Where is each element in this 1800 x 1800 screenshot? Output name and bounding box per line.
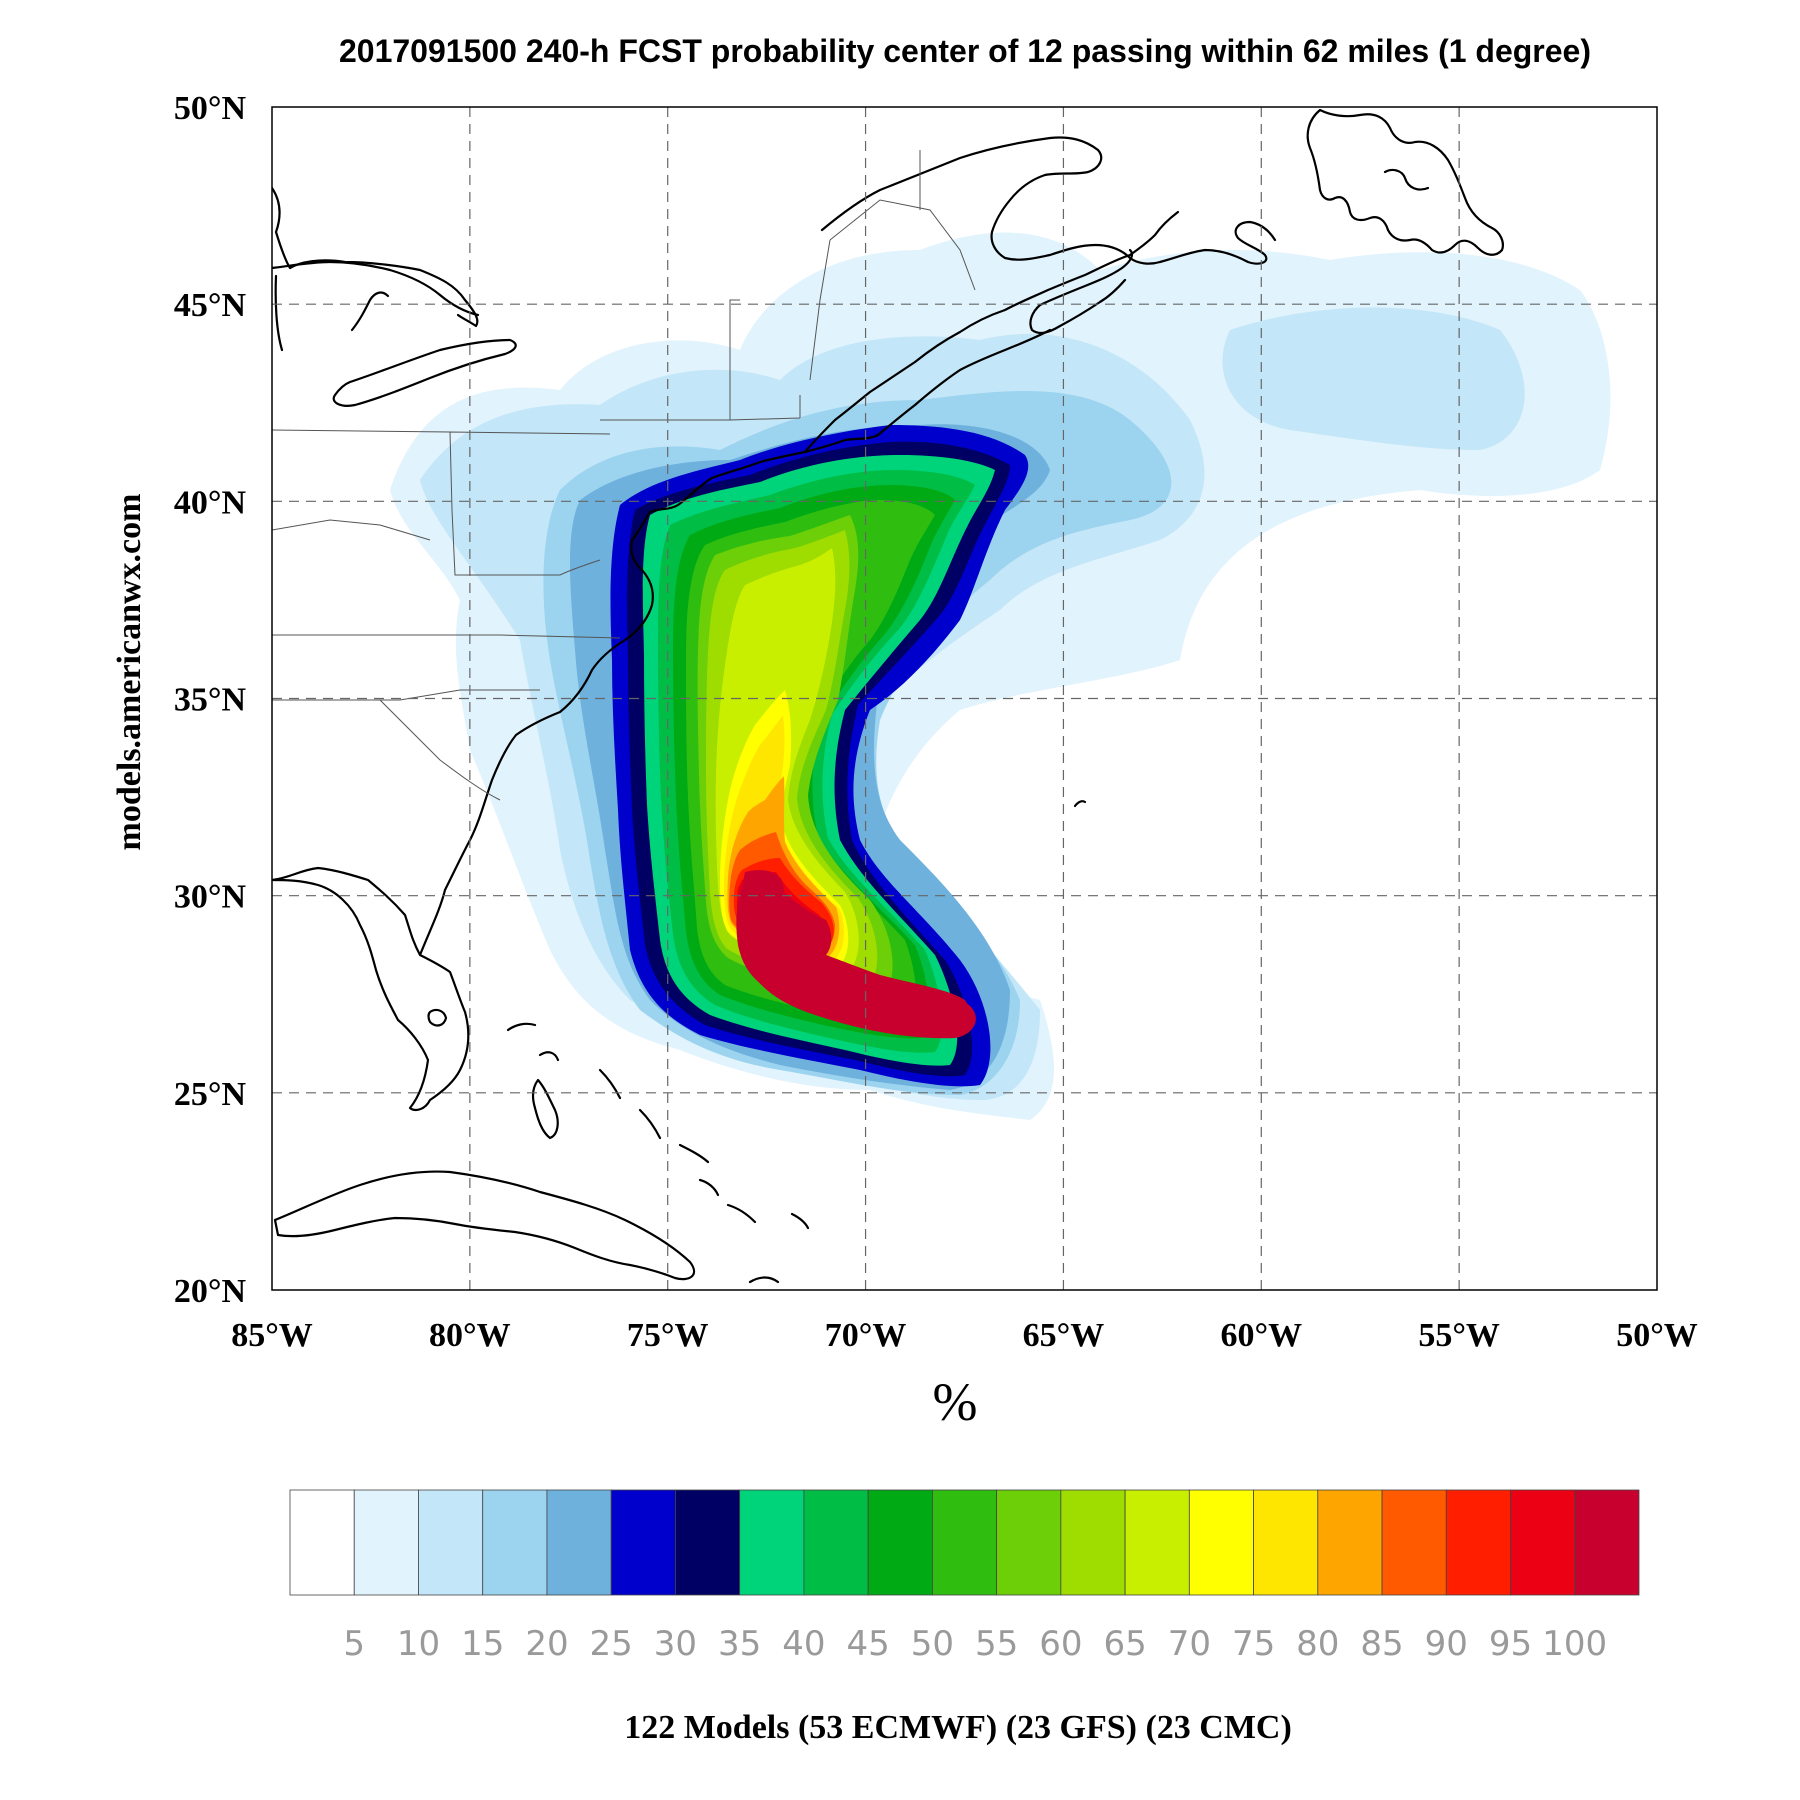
colorbar-swatch	[1124, 1489, 1190, 1596]
colorbar-tick-label: 30	[654, 1624, 697, 1664]
latitude-labels: 20°N 25°N 30°N 35°N 40°N 45°N 50°N	[174, 90, 247, 1310]
colorbar-tick-label: 75	[1232, 1624, 1275, 1664]
colorbar-swatch	[803, 1489, 869, 1596]
longitude-labels: 85°W 80°W 75°W 70°W 65°W 60°W 55°W 50°W	[231, 1317, 1698, 1354]
longitude-tick-label: 80°W	[429, 1317, 511, 1354]
colorbar-swatch	[482, 1489, 548, 1596]
colorbar-tick-label: 100	[1542, 1624, 1607, 1664]
colorbar-tick-label: 35	[718, 1624, 761, 1664]
footer-models: 122 Models (53 ECMWF) (23 GFS) (23 CMC)	[624, 1709, 1292, 1746]
longitude-tick-label: 60°W	[1220, 1317, 1302, 1354]
colorbar-swatch	[1253, 1489, 1319, 1596]
unit-label: %	[933, 1372, 978, 1432]
bahamas	[506, 1022, 810, 1230]
colorbar-tick-label: 40	[782, 1624, 825, 1664]
colorbar-swatch	[610, 1489, 676, 1596]
bermuda	[1073, 800, 1087, 808]
colorbar-swatch	[739, 1489, 805, 1596]
colorbar-tick-label: 15	[461, 1624, 504, 1664]
probability-contours	[390, 232, 1611, 1121]
colorbar-tick-label: 70	[1168, 1624, 1211, 1664]
colorbar-tick-label: 85	[1360, 1624, 1403, 1664]
colorbar-swatch	[1510, 1489, 1576, 1596]
colorbar-tick-label: 45	[847, 1624, 890, 1664]
colorbar-swatch	[1445, 1489, 1511, 1596]
florida-lake	[427, 1008, 448, 1027]
colorbar-swatch	[1317, 1489, 1383, 1596]
longitude-tick-label: 75°W	[627, 1317, 709, 1354]
gulf-st-lawrence-coast	[820, 136, 1277, 265]
great-lakes	[272, 260, 517, 407]
hispaniola-edge	[748, 1276, 780, 1284]
colorbar-swatch	[1381, 1489, 1447, 1596]
longitude-tick-label: 85°W	[231, 1317, 313, 1354]
cuba	[273, 1170, 696, 1281]
colorbar-swatch	[867, 1489, 933, 1596]
land-outlines	[272, 108, 1504, 1284]
latitude-tick-label: 50°N	[174, 90, 247, 127]
latitude-tick-label: 35°N	[174, 682, 247, 719]
colorbar-tick-label: 95	[1489, 1624, 1532, 1664]
colorbar-swatch	[996, 1489, 1062, 1596]
state-borders	[272, 150, 976, 801]
longitude-tick-label: 70°W	[825, 1317, 907, 1354]
colorbar-tick-label: 60	[1039, 1624, 1082, 1664]
contour-100-core	[740, 870, 976, 1039]
newfoundland	[1306, 108, 1504, 256]
colorbar-tick-label: 55	[975, 1624, 1018, 1664]
chart-title: 2017091500 240-h FCST probability center…	[339, 33, 1591, 69]
nova-scotia	[1029, 248, 1134, 335]
colorbar-swatch	[931, 1489, 998, 1596]
colorbar-swatch	[418, 1489, 484, 1596]
colorbar-tick-label: 5	[343, 1624, 365, 1664]
latitude-tick-label: 25°N	[174, 1076, 247, 1113]
colorbar-swatch	[1574, 1489, 1640, 1596]
north-america-coastline	[272, 186, 1180, 1111]
plot-frame	[271, 106, 1658, 1291]
map-plot-area	[272, 107, 1657, 1290]
colorbar-swatch	[675, 1489, 741, 1596]
longitude-tick-label: 65°W	[1023, 1317, 1105, 1354]
colorbar-swatch	[546, 1489, 612, 1596]
latitude-tick-label: 45°N	[174, 287, 247, 324]
colorbar-tick-label: 10	[397, 1624, 440, 1664]
latitude-tick-label: 30°N	[174, 879, 247, 916]
colorbar-swatch	[1188, 1489, 1254, 1596]
longitude-tick-label: 50°W	[1616, 1317, 1698, 1354]
colorbar-tick-label: 65	[1103, 1624, 1146, 1664]
colorbar-tick-label: 90	[1425, 1624, 1468, 1664]
latitude-tick-label: 20°N	[174, 1273, 247, 1310]
colorbar-swatch	[1060, 1489, 1126, 1596]
latitude-tick-label: 40°N	[174, 484, 247, 521]
colorbar	[289, 1489, 1640, 1596]
colorbar-tick-label: 50	[911, 1624, 954, 1664]
colorbar-tick-label: 25	[590, 1624, 633, 1664]
contour-10b	[1222, 307, 1525, 450]
colorbar-swatch	[353, 1489, 419, 1596]
side-label: models.americanwx.com	[111, 494, 148, 851]
graticule	[272, 107, 1657, 1290]
colorbar-tick-label: 80	[1296, 1624, 1339, 1664]
longitude-tick-label: 55°W	[1418, 1317, 1500, 1354]
colorbar-labels: 5 10 15 20 25 30 35 40 45 50 55 60 65 70 75 80 85 90 95 100	[343, 1624, 1607, 1664]
colorbar-tick-label: 20	[525, 1624, 568, 1664]
colorbar-swatch	[289, 1489, 355, 1596]
